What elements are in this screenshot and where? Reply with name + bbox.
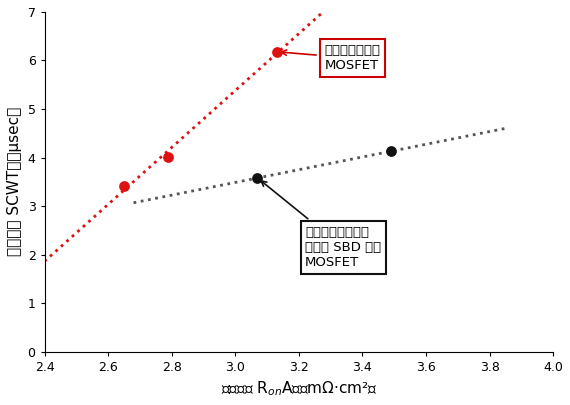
Point	[253, 175, 262, 181]
Text: 深いバリア構造
MOSFET: 深いバリア構造 MOSFET	[281, 44, 380, 72]
Point	[272, 49, 281, 55]
Y-axis label: 短絡耐量 SCWT　（μsec）: 短絡耐量 SCWT （μsec）	[7, 107, 22, 256]
Point	[164, 153, 173, 160]
Point	[120, 183, 129, 189]
X-axis label: オン抵抗 R$_{on}$A　（mΩ·cm²）: オン抵抗 R$_{on}$A （mΩ·cm²）	[221, 379, 377, 398]
Point	[386, 148, 396, 155]
Text: 従来のストライプ
配置型 SBD 内蔵
MOSFET: 従来のストライプ 配置型 SBD 内蔵 MOSFET	[261, 181, 381, 269]
